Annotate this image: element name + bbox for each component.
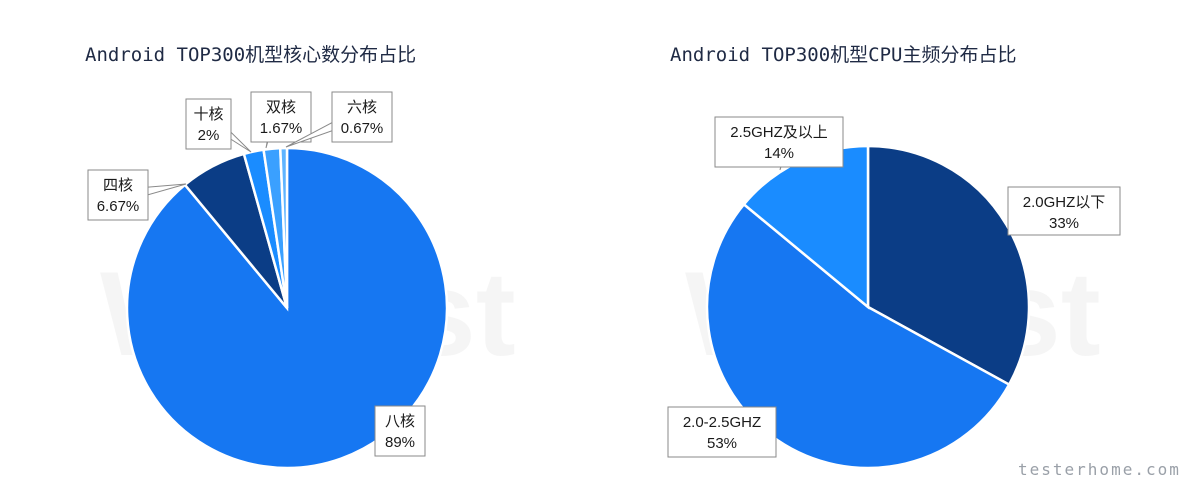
pie-chart-frequency: 2.0GHZ以下 33% 2.0-2.5GHZ 53% 2.5GHZ及以上 14% xyxy=(667,116,1121,470)
data-label-cores-4: 六核 0.67% xyxy=(285,91,393,148)
slice-label-cores-2: 十核 xyxy=(193,106,223,123)
chart-title-cores: Android TOP300机型核心数分布占比 xyxy=(85,44,417,66)
slice-value-freq-2: 14% xyxy=(764,145,794,162)
slice-label-cores-0: 八核 xyxy=(385,413,415,430)
callout-joint-cores-0 xyxy=(392,425,400,437)
callout-joint-cores-2 xyxy=(208,118,217,130)
slice-value-freq-1: 53% xyxy=(707,435,737,452)
pie-slice-freq-1 xyxy=(705,202,1011,470)
callout-joint-freq-1 xyxy=(722,426,730,438)
data-label-freq-1: 2.0-2.5GHZ 53% xyxy=(667,406,777,458)
data-label-cores-2: 十核 2% xyxy=(185,98,252,153)
slice-label-cores-1: 四核 xyxy=(103,177,133,194)
pie-chart-cores: 八核 89% 四核 6.67% 十核 2% 双核 1.67% 六核 0.67% xyxy=(87,91,449,470)
slice-value-cores-2: 2% xyxy=(198,127,220,144)
slice-value-cores-0: 89% xyxy=(385,434,415,451)
data-label-cores-1: 四核 6.67% xyxy=(87,169,187,221)
data-label-freq-0: 2.0GHZ以下 33% xyxy=(1007,186,1121,236)
pie-slice-freq-0 xyxy=(866,144,1031,387)
slice-value-freq-0: 33% xyxy=(1049,215,1079,232)
chart-title-frequency: Android TOP300机型CPU主频分布占比 xyxy=(670,44,1017,66)
callout-box-cores-2 xyxy=(185,98,232,150)
data-label-cores-0: 八核 89% xyxy=(374,405,426,457)
slice-label-freq-2: 2.5GHZ及以上 xyxy=(730,124,828,141)
site-footer: testerhome.com xyxy=(1018,460,1181,479)
slice-label-cores-4: 六核 xyxy=(347,99,377,116)
callout-box-cores-1 xyxy=(87,169,149,221)
data-label-cores-3: 双核 1.67% xyxy=(250,91,312,149)
callout-joint-freq-0 xyxy=(1056,205,1064,217)
slice-value-cores-1: 6.67% xyxy=(97,198,140,215)
slice-label-freq-0: 2.0GHZ以下 xyxy=(1023,194,1106,211)
callout-joint-freq-2 xyxy=(779,136,787,148)
data-label-freq-2: 2.5GHZ及以上 14% xyxy=(714,116,844,171)
slice-value-cores-3: 1.67% xyxy=(260,120,303,137)
pie-slice-cores-4 xyxy=(278,146,289,309)
slice-value-cores-4: 0.67% xyxy=(341,120,384,137)
callout-joint-cores-3 xyxy=(273,111,281,123)
callout-joint-cores-1 xyxy=(118,189,126,201)
slice-label-cores-3: 双核 xyxy=(266,99,296,116)
callout-joint-cores-4 xyxy=(354,111,362,123)
slice-label-freq-1: 2.0-2.5GHZ xyxy=(683,414,761,431)
